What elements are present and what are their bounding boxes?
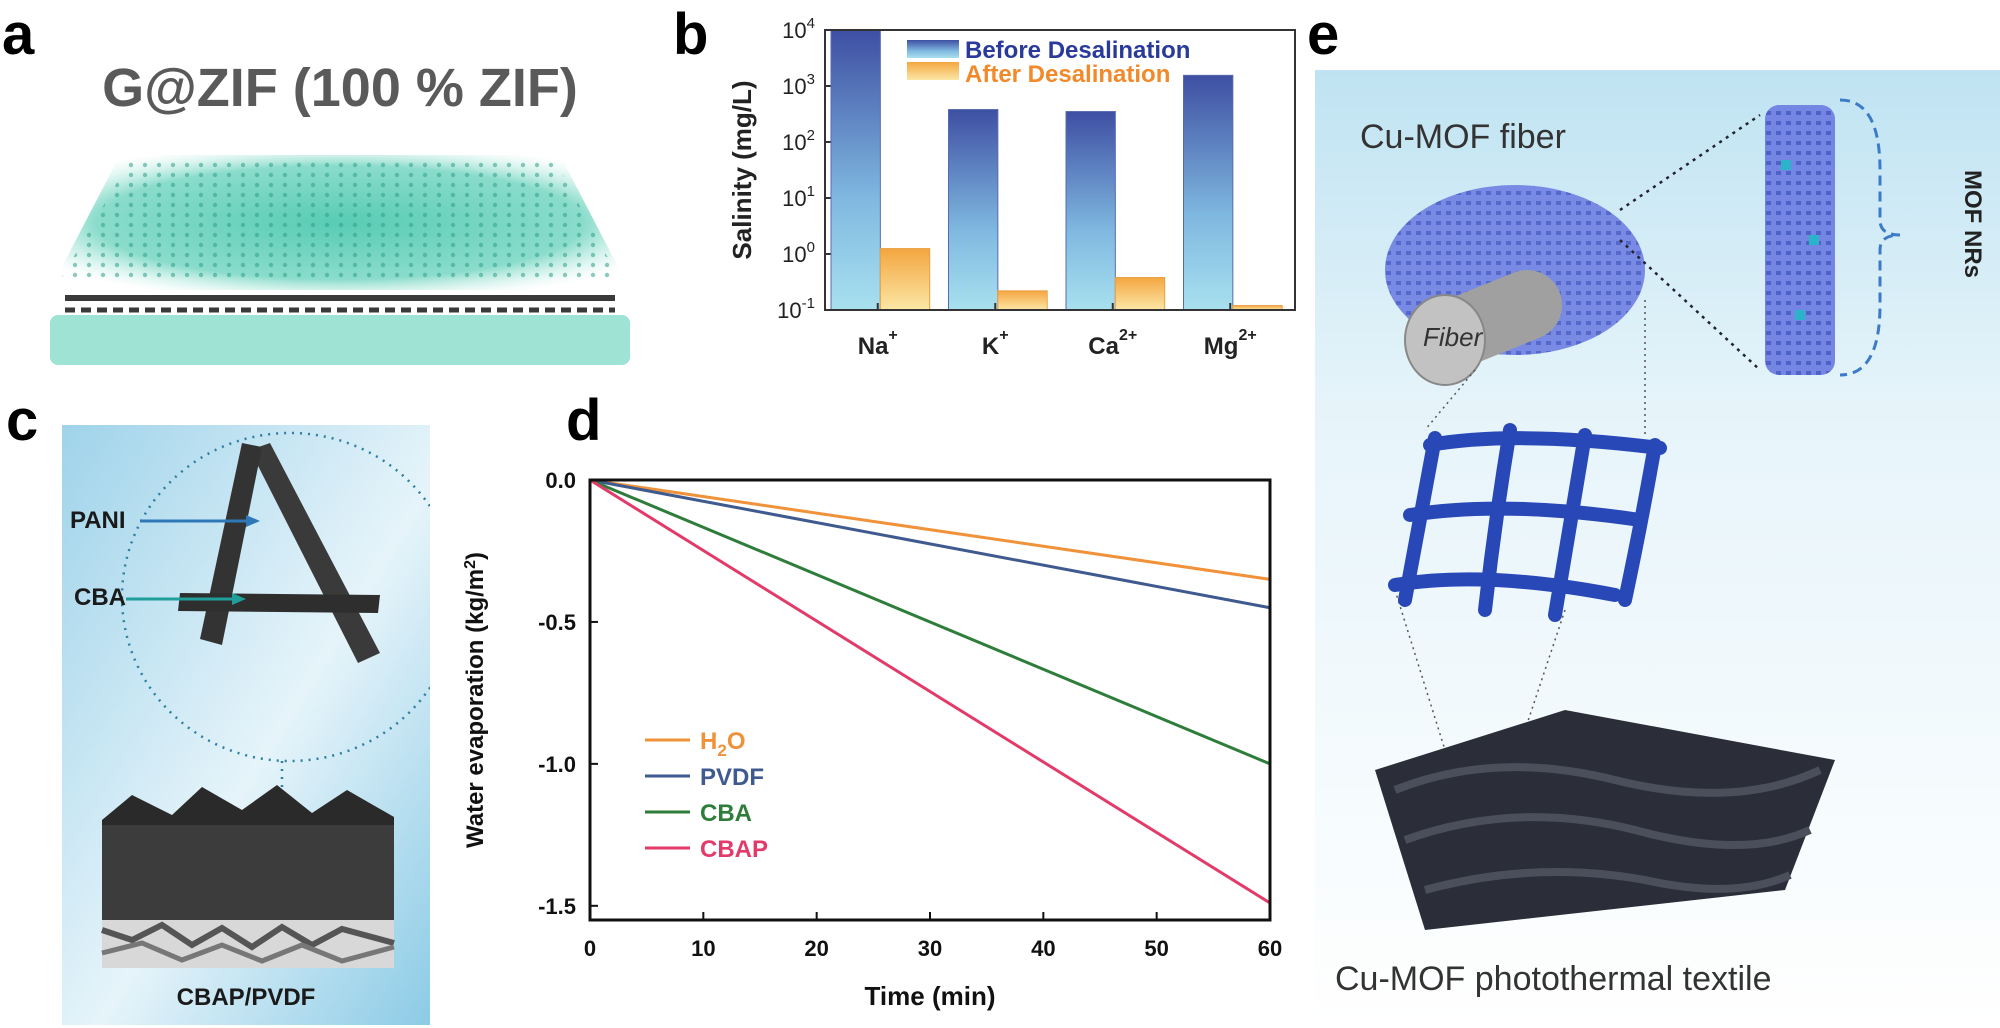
bar-after-ca bbox=[1114, 277, 1166, 311]
x-tick-label-d: 30 bbox=[918, 936, 942, 961]
pani-label: PANI bbox=[70, 507, 126, 534]
panel-c-illustration: PANI CBA CBAP/PVDF bbox=[62, 425, 430, 1025]
zoom-lines-mesh bbox=[1394, 300, 1646, 761]
cba-label: CBA bbox=[74, 584, 126, 611]
bar-before-k bbox=[948, 109, 999, 311]
series-line-cba bbox=[589, 478, 1271, 766]
cbap-membrane-block bbox=[101, 785, 395, 968]
y-tick-label: 100 bbox=[782, 239, 815, 267]
nr-bracket bbox=[1839, 98, 1901, 377]
woven-mesh bbox=[1388, 423, 1667, 622]
y-tick-label: 103 bbox=[782, 71, 815, 99]
plot-frame-d bbox=[588, 478, 1272, 922]
panel-letter-b: b bbox=[673, 2, 709, 67]
panel-letter-c: c bbox=[6, 388, 39, 453]
panel-e-illustration: Cu-MOF fiber Fiber MOF NRs bbox=[1315, 70, 2000, 1028]
x-tick-label-na: Na+ bbox=[858, 327, 898, 360]
y-tick-label-d: -0.5 bbox=[538, 610, 576, 635]
pani-arrow bbox=[140, 515, 260, 527]
mof-nrs-label: MOF NRs bbox=[1959, 170, 1986, 278]
legend-label-h2o: H2O bbox=[700, 728, 745, 760]
cba-arrow bbox=[126, 593, 246, 605]
x-tick-label-d: 50 bbox=[1144, 936, 1168, 961]
series-line-pvdf bbox=[589, 478, 1271, 610]
panel-letter-e: e bbox=[1307, 2, 1340, 67]
panel-letter-a: a bbox=[2, 2, 35, 67]
x-tick-label-d: 0 bbox=[584, 936, 596, 961]
bar-after-na bbox=[879, 248, 931, 311]
legend-label-pvdf: PVDF bbox=[700, 764, 764, 791]
series-line-h2o bbox=[589, 478, 1271, 581]
bar-after-k bbox=[997, 290, 1048, 311]
y-tick-label-d: 0.0 bbox=[545, 468, 576, 493]
panel-a-title: G@ZIF (100 % ZIF) bbox=[102, 58, 578, 118]
mof-fiber bbox=[1385, 185, 1645, 386]
mof-nanorod bbox=[1765, 105, 1835, 375]
y-tick-label: 104 bbox=[782, 18, 815, 43]
legend-label-before: Before Desalination bbox=[965, 37, 1190, 64]
x-axis-label-d: Time (min) bbox=[865, 981, 996, 1011]
x-tick-label-d: 20 bbox=[804, 936, 828, 961]
x-tick-label-d: 40 bbox=[1031, 936, 1055, 961]
legend-label-cbap: CBAP bbox=[700, 836, 768, 863]
y-axis-label: Salinity (mg/L) bbox=[727, 80, 757, 259]
textile-caption: Cu-MOF photothermal textile bbox=[1335, 960, 1772, 998]
cbap-pvdf-caption: CBAP/PVDF bbox=[177, 984, 316, 1011]
rod-assembly bbox=[178, 443, 380, 663]
plot-frame bbox=[824, 29, 1296, 311]
zif-lattice-texture bbox=[60, 160, 620, 280]
legend-swatch-before bbox=[907, 40, 959, 58]
graphene-sheet bbox=[65, 295, 615, 313]
x-tick-label-k: K+ bbox=[982, 327, 1009, 360]
panel-b-bar-chart: Salinity (mg/L) 10-1 100 101 102 103 104 Na+ K… bbox=[727, 18, 1296, 360]
x-tick-label-d: 10 bbox=[691, 936, 715, 961]
panel-a-illustration: G@ZIF (100 % ZIF) bbox=[50, 58, 630, 365]
y-tick-label: 102 bbox=[782, 127, 815, 155]
x-tick-label-ca: Ca2+ bbox=[1088, 327, 1137, 360]
y-axis-label-d: Water evaporation (kg/m2) bbox=[462, 552, 489, 848]
bar-before-ca bbox=[1065, 111, 1116, 311]
legend-d: H2O PVDF CBA CBAP bbox=[645, 728, 768, 863]
zif-bottom-layer bbox=[50, 315, 630, 365]
y-tick-label: 10-1 bbox=[777, 295, 815, 323]
cu-mof-fiber-title: Cu-MOF fiber bbox=[1360, 118, 1566, 156]
legend: Before Desalination After Desalination bbox=[907, 37, 1190, 88]
legend-swatch-after bbox=[907, 62, 959, 80]
photothermal-textile bbox=[1375, 710, 1835, 930]
legend-label-cba: CBA bbox=[700, 800, 752, 827]
bar-before-mg bbox=[1183, 74, 1234, 311]
legend-label-after: After Desalination bbox=[965, 61, 1170, 88]
panel-letter-d: d bbox=[566, 388, 602, 453]
y-tick-label: 101 bbox=[782, 183, 815, 211]
bar-before-na bbox=[830, 29, 881, 311]
panel-d-line-chart: Water evaporation (kg/m2) 0 10 20 30 40 50 60 0… bbox=[462, 468, 1282, 1011]
x-tick-label-d: 60 bbox=[1258, 936, 1282, 961]
zoom-circle bbox=[120, 431, 430, 763]
y-tick-label-d: -1.0 bbox=[538, 752, 576, 777]
y-tick-label-d: -1.5 bbox=[538, 894, 576, 919]
x-tick-label-mg: Mg2+ bbox=[1204, 327, 1257, 360]
fiber-label: Fiber bbox=[1423, 322, 1484, 352]
series-line-cbap bbox=[589, 478, 1271, 905]
